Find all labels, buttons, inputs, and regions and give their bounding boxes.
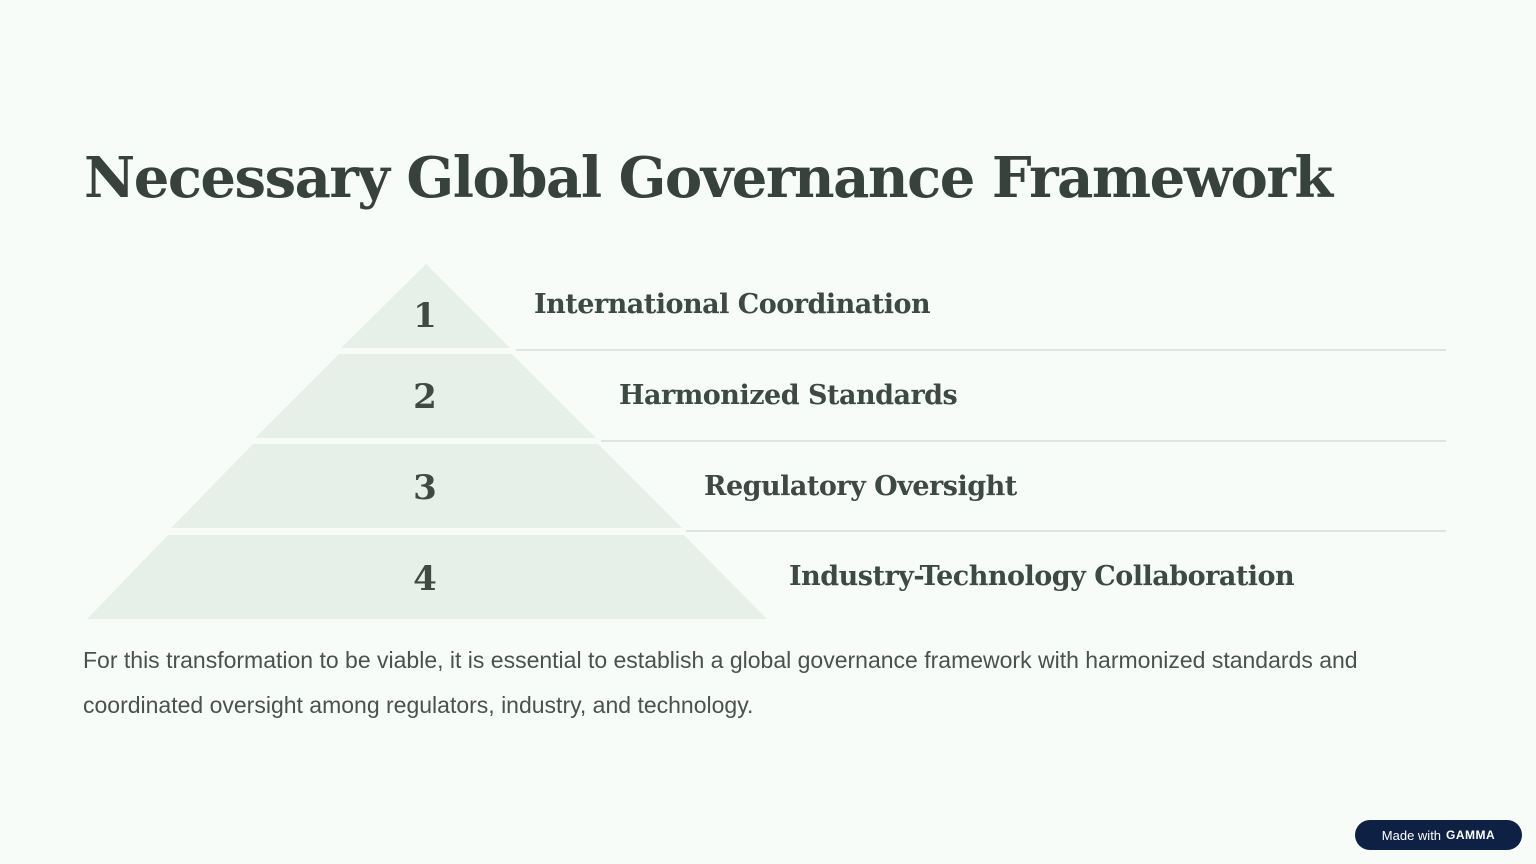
tier-label-2: Harmonized Standards <box>619 380 958 411</box>
pyramid-tier-1 <box>341 264 510 348</box>
tier-label-1: International Coordination <box>534 289 931 320</box>
tier-number-4: 4 <box>413 559 437 599</box>
slide-title: Necessary Global Governance Framework <box>84 145 1333 211</box>
badge-prefix: Made with <box>1381 827 1442 843</box>
pyramid-tier-3 <box>171 444 682 528</box>
gamma-logo: GAMMA <box>1446 828 1496 842</box>
tier-label-3: Regulatory Oversight <box>704 471 1017 502</box>
body-paragraph: For this transformation to be viable, it… <box>83 647 1358 718</box>
pyramid-tier-2 <box>255 354 596 438</box>
made-with-gamma-badge[interactable]: Made with GAMMA <box>1355 820 1522 850</box>
tier-label-4: Industry-Technology Collaboration <box>789 561 1295 592</box>
tier-number-2: 2 <box>413 377 437 417</box>
tier-number-1: 1 <box>413 296 437 336</box>
tier-number-3: 3 <box>413 468 437 508</box>
pyramid-tier-4 <box>87 535 767 619</box>
